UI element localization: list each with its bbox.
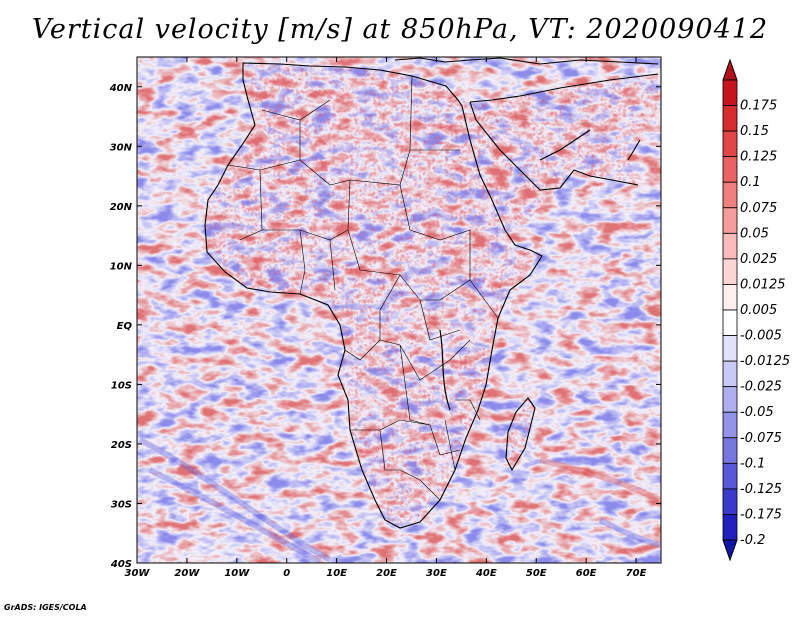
- colorbar-swatch: [722, 360, 738, 388]
- x-tick-label: 30E: [426, 568, 447, 579]
- x-axis: 30W 20W 10W 0 10E 20E 30E 40E 50E 60E 70E: [125, 57, 647, 579]
- colorbar-label: 0.0125: [740, 277, 786, 292]
- x-tick-label: 50E: [526, 568, 547, 579]
- x-tick-label: 0: [283, 568, 290, 579]
- colorbar-swatch: [722, 258, 738, 285]
- x-tick-label: 20E: [376, 568, 397, 579]
- colorbar-swatch: [722, 386, 738, 413]
- y-tick-label: 20S: [111, 440, 132, 451]
- colorbar-label: 0.125: [740, 150, 777, 165]
- x-tick-label: 60E: [576, 568, 597, 579]
- x-tick-label: 10W: [224, 568, 250, 579]
- colorbar-label: 0.1: [740, 175, 761, 190]
- colorbar-label: 0.005: [740, 303, 777, 318]
- x-tick-label: 40E: [475, 568, 497, 579]
- velocity-field: [137, 57, 661, 563]
- colorbar-label: 0.025: [740, 252, 777, 267]
- colorbar: 0.175 0.15 0.125 0.1 0.075 0.05 0.025 0.0125 0.0…: [722, 58, 790, 562]
- colorbar-top-arrow: [722, 58, 738, 81]
- colorbar-swatch: [722, 207, 738, 234]
- y-tick-label: 40N: [109, 83, 133, 94]
- credit-text: GrADS: IGES/COLA: [4, 603, 87, 612]
- colorbar-label: 0.15: [740, 124, 769, 139]
- colorbar-swatch: [722, 156, 738, 183]
- colorbar-label: -0.175: [740, 507, 782, 522]
- colorbar-label: -0.075: [740, 431, 782, 446]
- colorbar-swatch: [722, 181, 738, 209]
- plot-frame: [136, 56, 662, 564]
- colorbar-label: -0.0125: [740, 354, 790, 369]
- y-tick-label: EQ: [117, 321, 133, 332]
- coastlines: [204, 57, 659, 529]
- colorbar-swatch: [722, 309, 738, 336]
- chart-title: Vertical velocity [m/s] at 850hPa, VT: 2…: [31, 14, 769, 45]
- y-tick-label: 10S: [111, 380, 132, 391]
- x-tick-label: 70E: [626, 568, 647, 579]
- colorbar-label: -0.1: [740, 456, 765, 471]
- y-tick-label: 30N: [110, 142, 133, 153]
- colorbar-swatch: [722, 514, 738, 541]
- colorbar-swatch: [722, 437, 738, 464]
- colorbar-swatch: [722, 488, 738, 515]
- colorbar-label: -0.2: [740, 533, 765, 548]
- colorbar-bottom-arrow: [722, 539, 738, 562]
- colorbar-swatch: [722, 284, 738, 311]
- colorbar-label: -0.005: [740, 329, 782, 344]
- y-axis: 40N 30N 20N 10N EQ 10S 20S 30S 40S: [109, 83, 661, 570]
- x-tick-label: 10E: [326, 568, 347, 579]
- colorbar-label: -0.125: [740, 482, 782, 497]
- colorbar-label: -0.05: [740, 405, 774, 420]
- x-tick-label: 30W: [125, 568, 151, 579]
- y-tick-label: 10N: [110, 261, 133, 272]
- colorbar-swatch: [722, 79, 738, 106]
- colorbar-swatch: [722, 232, 738, 260]
- y-tick-label: 20N: [110, 202, 133, 213]
- colorbar-swatch: [722, 105, 738, 132]
- colorbar-label: 0.175: [740, 99, 777, 114]
- colorbar-label: -0.025: [740, 380, 782, 395]
- colorbar-swatch: [722, 411, 738, 439]
- y-tick-label: 30S: [111, 499, 132, 510]
- colorbar-label: 0.05: [740, 226, 769, 241]
- colorbar-swatch: [722, 130, 738, 158]
- colorbar-swatch: [722, 335, 738, 362]
- colorbar-label: 0.075: [740, 201, 777, 216]
- x-tick-label: 20W: [174, 568, 200, 579]
- country-borders: [227, 75, 499, 501]
- y-tick-label: 40S: [110, 559, 132, 570]
- colorbar-swatch: [722, 462, 738, 490]
